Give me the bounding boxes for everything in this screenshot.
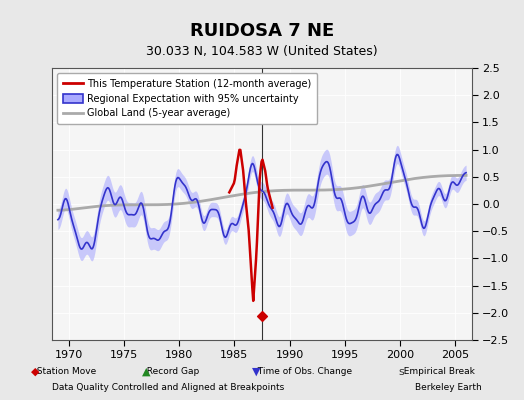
- Point: [258, 312, 266, 319]
- Text: ◆: ◆: [31, 367, 40, 377]
- Text: Data Quality Controlled and Aligned at Breakpoints: Data Quality Controlled and Aligned at B…: [52, 383, 285, 392]
- Text: ▲: ▲: [141, 367, 150, 377]
- Text: Station Move: Station Move: [31, 368, 97, 376]
- Text: Berkeley Earth: Berkeley Earth: [416, 383, 482, 392]
- Text: Empirical Break: Empirical Break: [398, 368, 475, 376]
- Text: s: s: [398, 367, 404, 377]
- Text: 30.033 N, 104.583 W (United States): 30.033 N, 104.583 W (United States): [146, 45, 378, 58]
- Text: Record Gap: Record Gap: [141, 368, 200, 376]
- Text: Time of Obs. Change: Time of Obs. Change: [252, 368, 352, 376]
- Text: RUIDOSA 7 NE: RUIDOSA 7 NE: [190, 22, 334, 40]
- Text: ▼: ▼: [252, 367, 260, 377]
- Legend: This Temperature Station (12-month average), Regional Expectation with 95% uncer: This Temperature Station (12-month avera…: [57, 73, 318, 124]
